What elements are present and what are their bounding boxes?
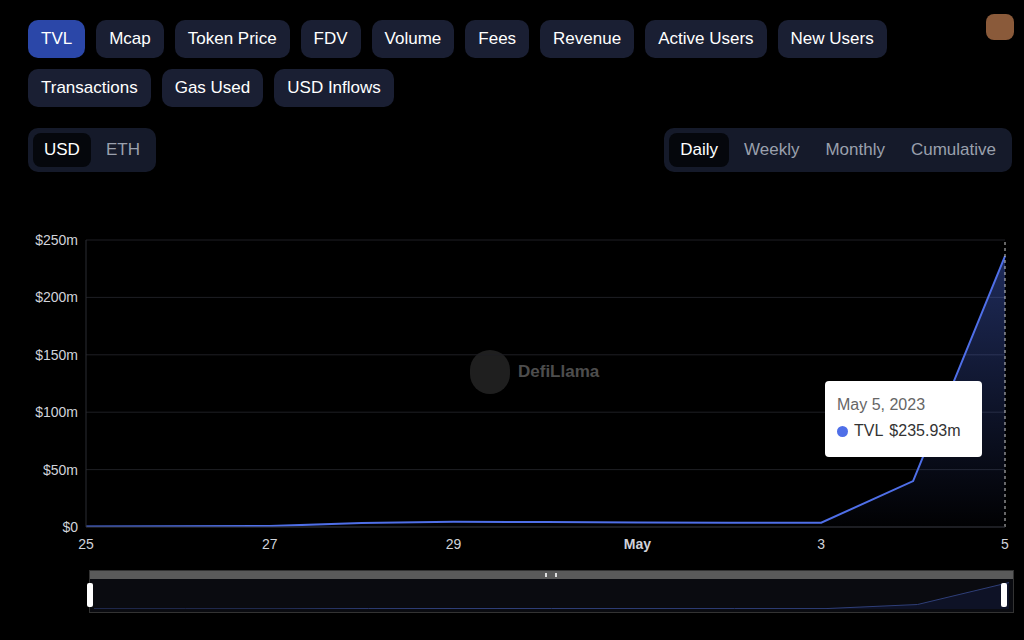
html-text:USD Inflows: USD Inflows xyxy=(287,78,381,97)
html-text:USD: USD xyxy=(44,140,80,159)
html-text:Revenue: Revenue xyxy=(553,29,622,48)
html-text:ETH: ETH xyxy=(105,140,140,159)
svg-text:$50m: $50m xyxy=(43,462,78,478)
html-text:Token Price: Token Price xyxy=(187,29,277,48)
html-text:TVL: TVL xyxy=(41,29,73,48)
html-text:Gas Used: Gas Used xyxy=(174,78,251,97)
svg-text:$200m: $200m xyxy=(35,289,78,305)
html-text:New Users: New Users xyxy=(790,29,874,48)
svg-text:$100m: $100m xyxy=(35,404,78,420)
svg-text:25: 25 xyxy=(78,536,94,552)
html-text:May 5, 2023: May 5, 2023 xyxy=(837,396,926,413)
svg-text:$0: $0 xyxy=(62,519,78,535)
svg-text:3: 3 xyxy=(817,536,825,552)
html-text:Daily: Daily xyxy=(680,140,718,159)
html-text:Weekly: Weekly xyxy=(744,140,800,159)
html-text:Fees: Fees xyxy=(478,29,517,48)
html-text:Mcap: Mcap xyxy=(109,29,151,48)
html-text:Monthly: Monthly xyxy=(825,140,885,159)
html-text:Active Users: Active Users xyxy=(658,29,754,48)
svg-text:5: 5 xyxy=(1001,536,1009,552)
svg-text:$150m: $150m xyxy=(35,347,78,363)
svg-text:May: May xyxy=(624,536,651,552)
html-text:TVL $235.93m: TVL $235.93m xyxy=(854,422,961,439)
svg-text:29: 29 xyxy=(446,536,462,552)
html-text:Transactions: Transactions xyxy=(41,78,138,97)
html-text:Volume: Volume xyxy=(384,29,442,48)
svg-text:27: 27 xyxy=(262,536,278,552)
html-text:DefiLlama: DefiLlama xyxy=(518,362,600,381)
html-text:FDV: FDV xyxy=(313,29,348,48)
svg-text:$250m: $250m xyxy=(35,232,78,248)
html-text:Cumulative: Cumulative xyxy=(911,140,996,159)
